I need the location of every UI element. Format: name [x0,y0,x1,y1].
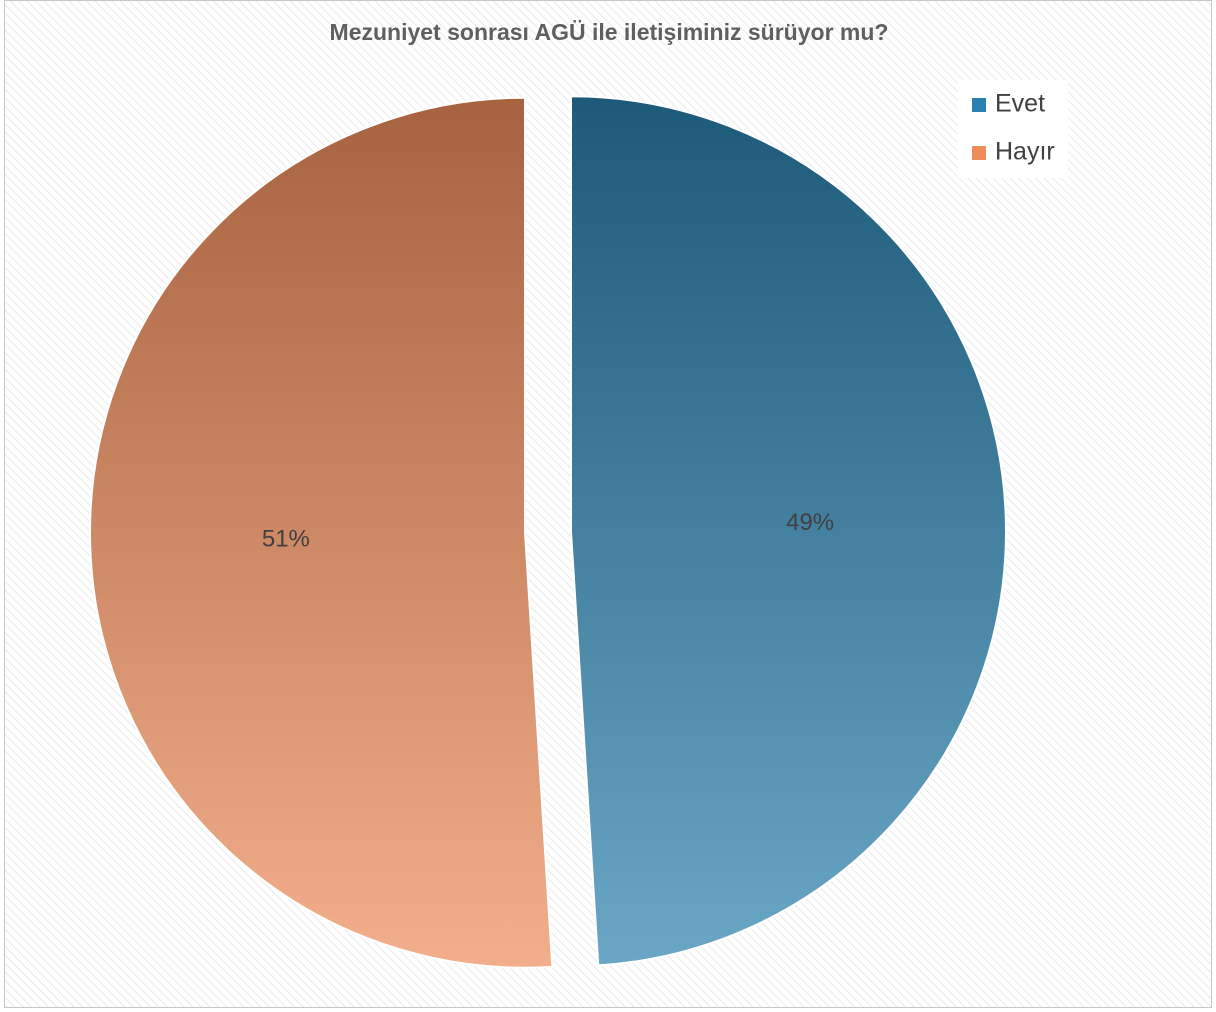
pie-slice [89,96,554,969]
legend-swatch [972,146,986,160]
data-label: 49% [786,509,834,536]
pie-slice [569,95,1007,967]
chart-title: Mezuniyet sonrası AGÜ ile iletişiminiz s… [330,19,889,45]
legend-box [958,80,1068,178]
legend-label: Hayır [995,138,1055,166]
data-label: 51% [262,526,310,553]
legend-swatch [972,98,986,112]
legend-label: Evet [995,90,1045,118]
